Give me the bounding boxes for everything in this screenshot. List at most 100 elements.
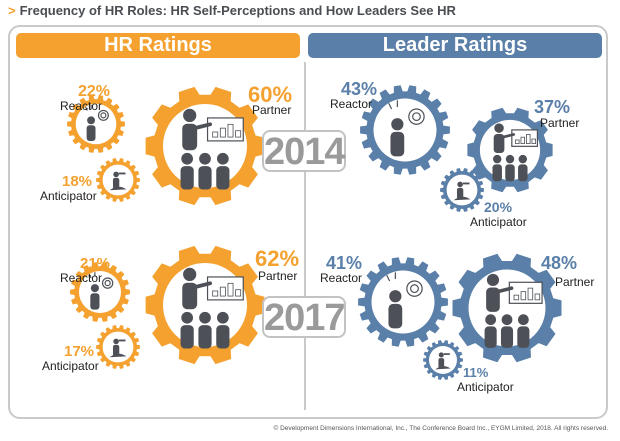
gear-leader-2017-reactor (358, 257, 448, 347)
presenter-audience-icon (180, 267, 244, 349)
anticipator-label-leader-2017: Anticipator (457, 380, 514, 394)
reactor-percent-hr-2014: 22% (78, 83, 111, 100)
reactor-percent-leader-2017: 41% (326, 253, 363, 273)
rock (435, 366, 451, 370)
gear-leader-2017-partner (452, 253, 562, 363)
infographic-panel (8, 25, 608, 419)
gear-hr-2014-partner (145, 86, 265, 206)
presenter-audience-icon (492, 123, 539, 182)
person-head (501, 314, 513, 326)
person-body (216, 166, 230, 190)
person-head (87, 116, 96, 125)
anticipator-percent-leader-2017: 11% (463, 365, 489, 380)
reactor-label-leader-2014: Reactor (330, 97, 373, 111)
person-body (198, 325, 212, 349)
leader-ratings-header: Leader Ratings (308, 33, 602, 58)
gear-leader-2014-anticipator (440, 168, 484, 212)
reactor-percent-hr-2017: 21% (80, 255, 111, 272)
person-head (438, 352, 444, 358)
person-head (493, 154, 502, 164)
presenter-audience-icon (484, 273, 543, 348)
partner-percent-leader-2017: 48% (541, 253, 578, 273)
person-body (486, 287, 500, 312)
partner-label-hr-2017: Partner (258, 269, 298, 283)
gear-leader-2014-partner (467, 107, 553, 193)
person-body (438, 358, 445, 369)
person-body (484, 326, 497, 348)
rock (109, 186, 127, 191)
person-body (518, 164, 528, 182)
rock (109, 353, 127, 358)
person-body (112, 344, 120, 357)
partner-percent-hr-2017: 62% (255, 246, 300, 271)
person-telescope-climbing-icon (109, 338, 127, 358)
partner-percent-leader-2014: 37% (534, 97, 571, 117)
telescope (443, 353, 450, 355)
gear-hr-2017-reactor (70, 262, 130, 322)
person-head (90, 284, 99, 293)
target-thought-bubble (406, 280, 423, 297)
person-head (517, 314, 529, 326)
partner-label-hr-2014: Partner (252, 103, 292, 117)
anticipator-label-leader-2014: Anticipator (470, 215, 527, 229)
person-head (181, 311, 194, 324)
gear-hr-2014-anticipator (96, 158, 140, 202)
gear-leader-2014-reactor (360, 85, 450, 175)
person-body (182, 123, 198, 151)
person-head (181, 152, 194, 165)
column-divider (304, 62, 306, 410)
person-head (518, 154, 527, 164)
person-body (500, 326, 514, 348)
reactor-label-hr-2014: Reactor (60, 99, 103, 113)
person-head (113, 338, 119, 345)
person-head (457, 181, 463, 188)
chevron-right-icon: > (8, 3, 16, 18)
hr-ratings-header: HR Ratings (16, 33, 300, 58)
presenter-audience-icon (180, 108, 244, 190)
person-body (86, 125, 96, 142)
person-head (199, 152, 211, 165)
target-thought-bubble (97, 109, 109, 121)
person-body (390, 131, 405, 157)
person-head (505, 154, 515, 164)
person-body (216, 325, 230, 349)
gear-center (371, 270, 435, 334)
person-body (112, 177, 120, 190)
person-body (180, 325, 194, 349)
anticipator-percent-hr-2017: 17% (64, 343, 95, 360)
copyright-footer: © Development Dimensions International, … (273, 425, 608, 432)
frustrated-person-target-icon (388, 100, 425, 157)
gear-hr-2017-partner (145, 245, 265, 365)
rock (453, 196, 471, 201)
frustrated-person-target-icon (88, 272, 114, 310)
partner-percent-hr-2014: 60% (248, 82, 293, 107)
person-head (485, 314, 497, 326)
anticipator-label-hr-2017: Anticipator (42, 359, 99, 373)
partner-label-leader-2017: Partner (555, 275, 595, 289)
person-head (183, 108, 197, 123)
person-body (505, 164, 515, 182)
person-head (216, 311, 229, 324)
person-head (183, 267, 197, 282)
person-head (486, 273, 500, 287)
person-head (389, 290, 402, 303)
telescope (462, 182, 470, 185)
partner-label-leader-2014: Partner (540, 116, 580, 130)
anticipator-label-hr-2014: Anticipator (40, 189, 97, 203)
title-text: Frequency of HR Roles: HR Self-Perceptio… (19, 3, 456, 18)
person-body (456, 187, 464, 200)
person-body (388, 303, 403, 329)
reactor-percent-leader-2014: 43% (341, 79, 378, 99)
gear-leader-2017-anticipator (423, 340, 463, 380)
anticipator-percent-hr-2014: 18% (62, 173, 93, 190)
person-head (494, 123, 504, 133)
telescope (118, 172, 126, 175)
person-telescope-climbing-icon (453, 181, 471, 201)
gear-center (373, 98, 437, 162)
target-thought-bubble (408, 108, 425, 125)
gear-hr-2014-reactor (67, 95, 125, 153)
person-telescope-climbing-icon (435, 352, 451, 370)
person-head (113, 171, 119, 178)
page-title: > Frequency of HR Roles: HR Self-Percepti… (8, 3, 456, 18)
